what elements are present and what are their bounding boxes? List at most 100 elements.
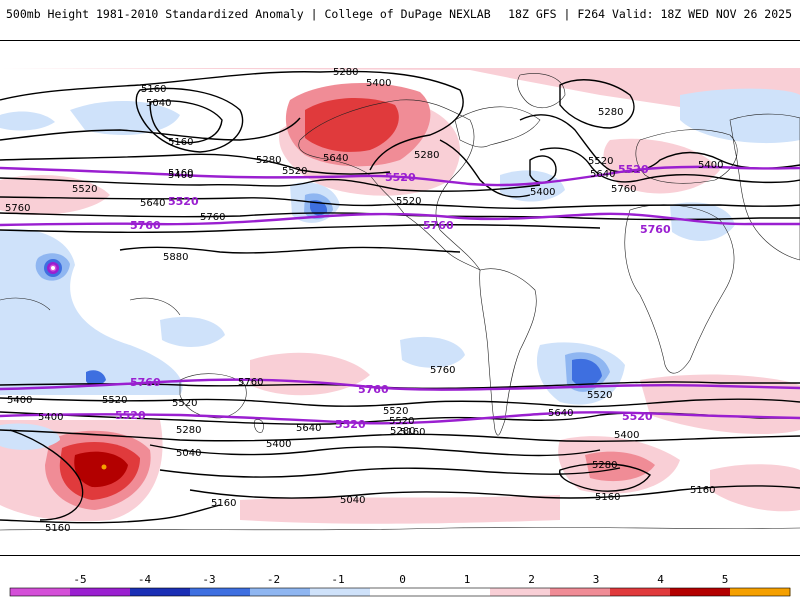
colorbar-segment bbox=[370, 588, 431, 596]
contour-label: 5040 bbox=[146, 98, 171, 109]
coastlines bbox=[0, 73, 800, 531]
contour-label: 5880 bbox=[163, 252, 188, 263]
contour-label: 5280 bbox=[414, 150, 439, 161]
positive-anomaly-region bbox=[710, 464, 800, 512]
contour-label: 5760 bbox=[238, 377, 263, 388]
negative-anomaly-region bbox=[160, 316, 225, 347]
positive-anomaly-region bbox=[305, 98, 399, 152]
contour-label: 5520 bbox=[389, 416, 414, 427]
highlight-label: 5760 bbox=[358, 383, 389, 396]
highlight-label: 5520 bbox=[335, 418, 366, 431]
colorbar-tick-label: 5 bbox=[722, 573, 729, 586]
colorbar-segment bbox=[610, 588, 671, 596]
contour-label: 5640 bbox=[548, 408, 573, 419]
contour-label: 5280 bbox=[592, 460, 617, 471]
contour-5520-south bbox=[0, 411, 800, 425]
contour-label: 5640 bbox=[140, 198, 165, 209]
contour-label: 5160 bbox=[595, 492, 620, 503]
contour-label: 5160 bbox=[690, 485, 715, 496]
positive-anomaly-peak bbox=[101, 464, 107, 470]
highlight-label: 5760 bbox=[640, 223, 671, 236]
contour-label: 5760 bbox=[5, 203, 30, 214]
contour-label: 5280 bbox=[176, 425, 201, 436]
highlight-label: 5520 bbox=[385, 171, 416, 184]
contour-label: 5520 bbox=[102, 395, 127, 406]
contour-label: 5520 bbox=[72, 184, 97, 195]
positive-anomaly-region bbox=[250, 352, 370, 396]
positive-anomaly-region bbox=[74, 451, 128, 488]
highlight-contour-labels: 5520 5520 5760 5760 5520 5760 5760 5760 … bbox=[115, 163, 671, 431]
positive-anomaly-region bbox=[0, 175, 110, 215]
contour-label: 5400 bbox=[266, 439, 291, 450]
colorbar-outline bbox=[9, 587, 791, 597]
colorbar-tick-label: 0 bbox=[399, 573, 406, 586]
contour-label: 5520 bbox=[383, 406, 408, 417]
positive-anomaly-region bbox=[585, 451, 655, 482]
contour-label: 5160 bbox=[211, 498, 236, 509]
highlight-label: 5520 bbox=[168, 195, 199, 208]
map-frame bbox=[0, 40, 800, 556]
highlight-label: 5520 bbox=[115, 409, 146, 422]
contour-label: 5640 bbox=[590, 169, 615, 180]
colorbar-segment bbox=[70, 588, 131, 596]
colorbar-segment bbox=[250, 588, 311, 596]
contour-label: 5520 bbox=[172, 398, 197, 409]
contour-label: 5640 bbox=[323, 153, 348, 164]
contour-label: 5040 bbox=[176, 448, 201, 459]
contour-label: 5640 bbox=[296, 423, 321, 434]
colorbar-segment bbox=[10, 588, 71, 596]
contour-label: 5400 bbox=[366, 78, 391, 89]
highlight-label: 5520 bbox=[622, 410, 653, 423]
contour-5520-north bbox=[0, 165, 800, 187]
negative-anomaly-region bbox=[310, 200, 328, 216]
contour-label: 5280 bbox=[390, 426, 415, 437]
negative-anomaly-region bbox=[680, 88, 800, 144]
colorbar-tick-label: 3 bbox=[593, 573, 600, 586]
contour-label: 5400 bbox=[614, 430, 639, 441]
contour-label: 5760 bbox=[200, 212, 225, 223]
colorbar-segment bbox=[670, 588, 731, 596]
negative-anomaly-region bbox=[0, 229, 183, 395]
negative-anomaly-region bbox=[86, 370, 106, 387]
highlight-label: 5760 bbox=[423, 219, 454, 232]
contour-label: 5160 bbox=[168, 137, 193, 148]
contour-label: 5160 bbox=[45, 523, 70, 534]
contour-5760-north bbox=[0, 212, 800, 227]
highlight-label: 5520 bbox=[618, 163, 649, 176]
contour-label: 5520 bbox=[588, 156, 613, 167]
contour-label: 5400 bbox=[530, 187, 555, 198]
colorbar-tick-label: -4 bbox=[138, 573, 152, 586]
contour-label: 5760 bbox=[430, 365, 455, 376]
colorbar-tick-label: -3 bbox=[202, 573, 215, 586]
contour-label: 5280 bbox=[256, 155, 281, 166]
contour-label: 5760 bbox=[611, 184, 636, 195]
negative-anomaly-region bbox=[70, 100, 180, 135]
contour-label: 5400 bbox=[168, 170, 193, 181]
contour-label: 5160 bbox=[141, 84, 166, 95]
contour-label: 5280 bbox=[598, 107, 623, 118]
contour-label: 5400 bbox=[698, 160, 723, 171]
contour-labels: 5280 5400 5160 5040 5280 5160 5640 5280 … bbox=[5, 67, 723, 534]
colorbar-segment bbox=[550, 588, 611, 596]
colorbar-segment bbox=[490, 588, 551, 596]
colorbar-tick-label: -2 bbox=[267, 573, 280, 586]
colorbar-segment bbox=[310, 588, 371, 596]
positive-anomaly-region bbox=[240, 495, 560, 524]
colorbar-segment bbox=[130, 588, 191, 596]
highlight-label: 5760 bbox=[130, 219, 161, 232]
colorbar-segment bbox=[730, 588, 791, 596]
negative-anomaly-region bbox=[572, 358, 602, 388]
colorbar-tick-label: 1 bbox=[464, 573, 471, 586]
colorbar-segment bbox=[190, 588, 251, 596]
colorbar-tick-label: -1 bbox=[331, 573, 344, 586]
anomaly-shading bbox=[0, 68, 800, 524]
contour-5760-south bbox=[0, 378, 800, 391]
map-title: 500mb Height 1981-2010 Standardized Anom… bbox=[6, 7, 491, 21]
highlight-label: 5760 bbox=[130, 376, 161, 389]
contour-label: 5520 bbox=[587, 390, 612, 401]
contour-label: 5520 bbox=[282, 166, 307, 177]
contour-label: 5040 bbox=[340, 495, 365, 506]
contour-label: 5400 bbox=[7, 395, 32, 406]
colorbar: -5 -4 -3 -2 -1 0 1 2 3 4 5 bbox=[9, 573, 791, 597]
